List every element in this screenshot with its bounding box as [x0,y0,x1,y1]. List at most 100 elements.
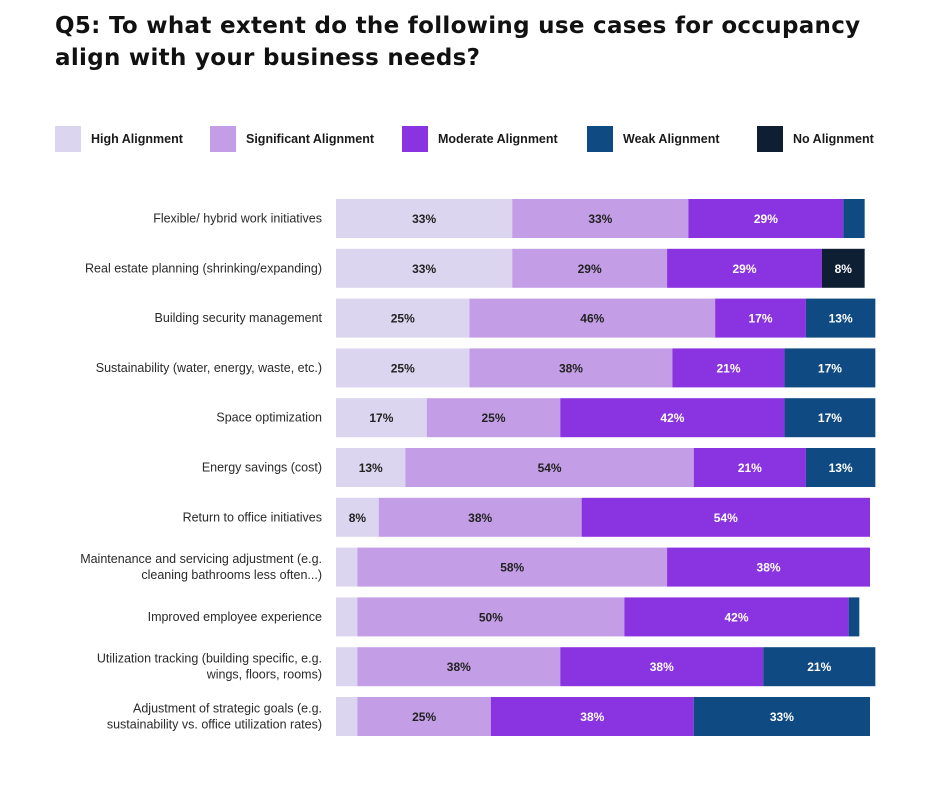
data-label-significant-alignment-8: 50% [479,610,503,624]
legend-label-moderate: Moderate Alignment [438,132,558,146]
bar-significant-alignment-6 [378,497,582,537]
data-label-moderate-alignment-1: 29% [732,262,756,276]
bar-significant-alignment-2 [469,298,716,338]
legend-item-significant: Significant Alignment [210,126,374,152]
legend-item-weak: Weak Alignment [587,126,720,152]
data-label-high-alignment-2: 25% [391,312,415,326]
data-label-moderate-alignment-7: 38% [757,561,781,575]
bar-significant-alignment-5 [405,448,694,487]
data-label-moderate-alignment-3: 21% [716,361,740,375]
data-label-significant-alignment-10: 25% [412,710,436,724]
data-label-weak-alignment-4: 17% [818,411,842,425]
bar-moderate-alignment-6 [581,497,870,537]
bar-weak-alignment-2 [805,298,876,338]
bar-weak-alignment-4 [784,398,876,438]
bar-high-alignment-4 [336,398,427,438]
data-label-significant-alignment-1: 29% [578,262,602,276]
legend-swatch-weak [587,126,613,152]
legend-label-none: No Alignment [793,132,874,146]
bar-moderate-alignment-10 [490,697,694,736]
data-label-high-alignment-1: 33% [412,262,436,276]
data-label-moderate-alignment-0: 29% [754,212,778,226]
legend-item-moderate: Moderate Alignment [402,126,558,152]
bar-high-alignment-0 [336,199,513,238]
bar-high-alignment-3 [336,348,470,388]
data-label-high-alignment-4: 17% [369,411,393,425]
bar-no-alignment-1 [821,248,865,288]
data-label-moderate-alignment-10: 38% [580,710,604,724]
data-label-weak-alignment-5: 13% [829,461,853,475]
data-label-significant-alignment-3: 38% [559,361,583,375]
category-label-building-security-management: Building security management [155,311,323,325]
data-label-moderate-alignment-4: 42% [660,411,684,425]
bar-significant-alignment-3 [469,348,673,388]
bar-moderate-alignment-5 [693,448,806,487]
bar-moderate-alignment-1 [667,248,822,288]
data-label-moderate-alignment-9: 38% [650,660,674,674]
bar-weak-alignment-5 [805,448,876,487]
data-label-high-alignment-3: 25% [391,361,415,375]
bar-moderate-alignment-7 [667,547,870,587]
legend-label-significant: Significant Alignment [246,132,375,146]
data-label-moderate-alignment-6: 54% [714,511,738,525]
data-label-moderate-alignment-8: 42% [724,610,748,624]
data-label-weak-alignment-9: 21% [807,660,831,674]
bar-significant-alignment-4 [426,398,561,438]
legend-label-high: High Alignment [91,132,183,146]
legend-swatch-none [757,126,783,152]
legend-swatch-moderate [402,126,428,152]
bar-significant-alignment-0 [512,199,689,238]
bar-significant-alignment-10 [357,697,491,736]
bar-high-alignment-2 [336,298,470,338]
data-label-significant-alignment-0: 33% [588,212,612,226]
data-label-significant-alignment-7: 58% [500,561,524,575]
data-label-moderate-alignment-2: 17% [749,312,773,326]
bar-moderate-alignment-4 [560,398,785,438]
data-label-high-alignment-0: 33% [412,212,436,226]
bar-significant-alignment-7 [357,547,668,587]
bar-high-alignment-1 [336,248,513,288]
bar-weak-alignment-8 [848,597,860,637]
data-label-moderate-alignment-5: 21% [738,461,762,475]
bar-weak-alignment-0 [843,199,865,238]
bar-significant-alignment-8 [357,597,625,637]
data-label-significant-alignment-9: 38% [447,660,471,674]
data-label-significant-alignment-4: 25% [482,411,506,425]
bar-high-alignment-6 [336,497,379,537]
category-label-space-optimization: Space optimization [216,411,322,425]
category-label-real-estate-planning-shrinking-expanding: Real estate planning (shrinking/expandin… [85,261,322,275]
bar-significant-alignment-9 [357,647,561,687]
bar-high-alignment-9 [336,647,358,687]
data-label-significant-alignment-5: 54% [538,461,562,475]
bar-weak-alignment-9 [763,647,876,687]
bar-high-alignment-7 [336,547,358,587]
category-label-improved-employee-experience: Improved employee experience [148,610,322,624]
category-label-sustainability-water-energy-waste-etc: Sustainability (water, energy, waste, et… [96,361,322,375]
category-label-return-to-office-initiatives: Return to office initiatives [183,510,322,524]
category-label-flexible-hybrid-work-initiatives: Flexible/ hybrid work initiatives [153,212,322,226]
data-label-weak-alignment-10: 33% [770,710,794,724]
legend-label-weak: Weak Alignment [623,132,720,146]
category-label-utilization-tracking-building-specific-e: Utilization tracking (building specific,… [97,652,322,682]
bar-high-alignment-10 [336,697,358,736]
category-label-maintenance-and-servicing-adjustment-e-g: Maintenance and servicing adjustment (e.… [80,552,322,582]
bar-moderate-alignment-0 [688,199,844,238]
bar-significant-alignment-1 [512,248,668,288]
chart-title: Q5: To what extent do the following use … [55,13,861,71]
data-label-high-alignment-6: 8% [349,511,367,525]
bar-weak-alignment-3 [784,348,876,388]
legend-item-none: No Alignment [757,126,874,152]
data-label-weak-alignment-2: 13% [829,312,853,326]
bar-moderate-alignment-8 [624,597,849,637]
legend-swatch-significant [210,126,236,152]
data-label-no-alignment-1: 8% [835,262,853,276]
category-label-energy-savings-cost: Energy savings (cost) [202,461,322,475]
data-label-high-alignment-5: 13% [359,461,383,475]
bar-moderate-alignment-2 [715,298,806,338]
data-label-significant-alignment-2: 46% [580,312,604,326]
legend-swatch-high [55,126,81,152]
legend-item-high: High Alignment [55,126,183,152]
bar-weak-alignment-10 [693,697,870,736]
bar-high-alignment-8 [336,597,358,637]
